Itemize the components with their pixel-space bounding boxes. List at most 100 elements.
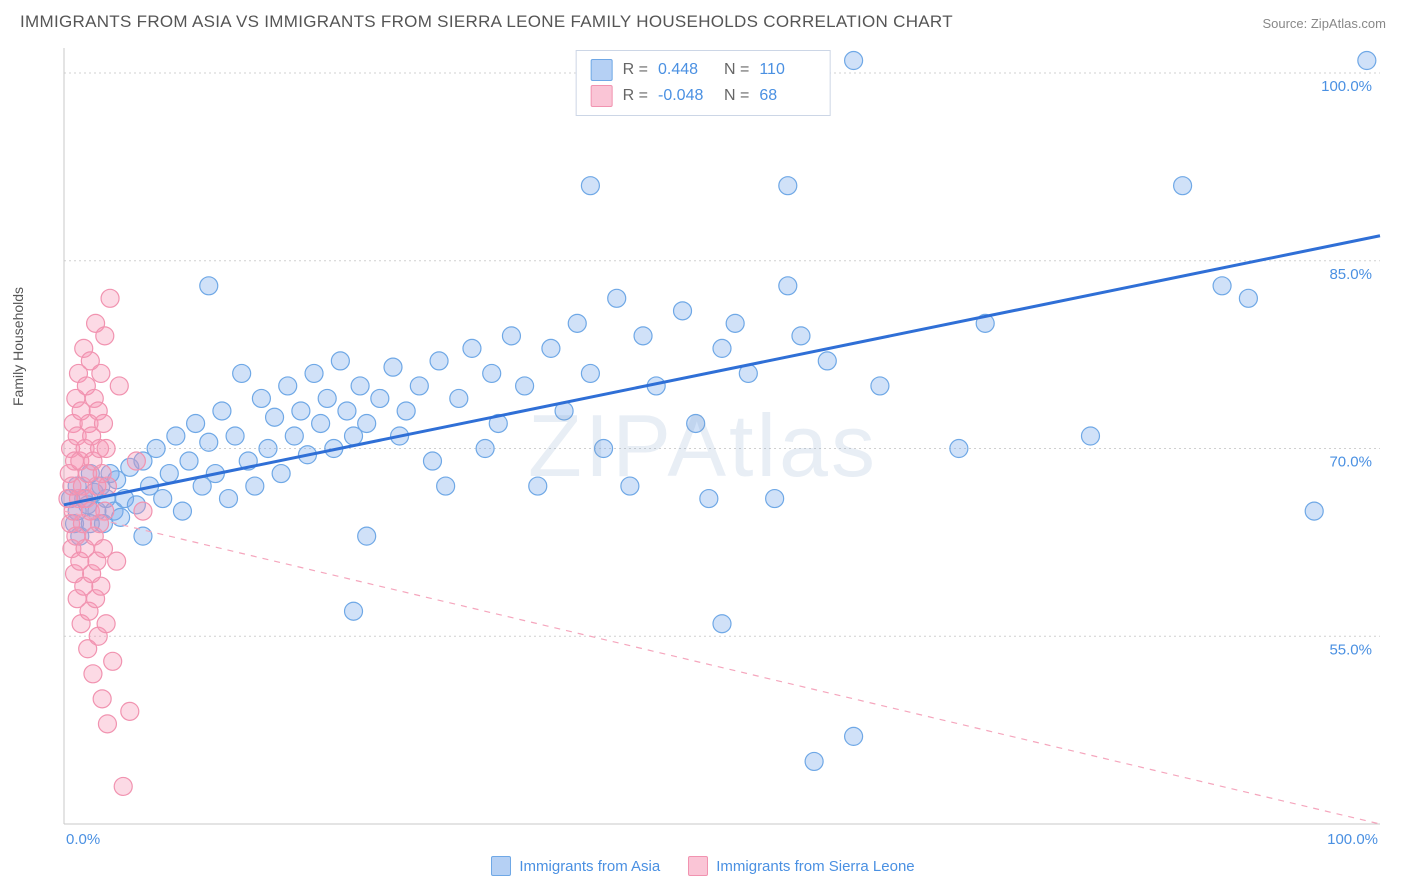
- y-axis-label: Family Households: [10, 287, 26, 406]
- scatter-point: [713, 339, 731, 357]
- scatter-point: [700, 490, 718, 508]
- scatter-point: [259, 440, 277, 458]
- scatter-point: [92, 364, 110, 382]
- scatter-point: [779, 277, 797, 295]
- scatter-point: [805, 752, 823, 770]
- scatter-point: [272, 465, 290, 483]
- svg-text:0.0%: 0.0%: [66, 831, 100, 848]
- scatter-point: [871, 377, 889, 395]
- scatter-point: [950, 440, 968, 458]
- scatter-point: [108, 552, 126, 570]
- scatter-point: [312, 414, 330, 432]
- scatter-point: [97, 440, 115, 458]
- scatter-point: [1174, 177, 1192, 195]
- scatter-point: [608, 289, 626, 307]
- scatter-point: [687, 414, 705, 432]
- legend-label: Immigrants from Asia: [519, 858, 660, 875]
- scatter-point: [98, 715, 116, 733]
- scatter-point: [104, 652, 122, 670]
- scatter-point: [1305, 502, 1323, 520]
- scatter-point: [345, 602, 363, 620]
- scatter-point: [338, 402, 356, 420]
- scatter-point: [292, 402, 310, 420]
- scatter-point: [766, 490, 784, 508]
- scatter-point: [818, 352, 836, 370]
- scatter-point: [279, 377, 297, 395]
- legend-item: Immigrants from Sierra Leone: [688, 856, 914, 876]
- scatter-point: [529, 477, 547, 495]
- regression-line: [64, 236, 1380, 505]
- scatter-point: [358, 527, 376, 545]
- scatter-chart: 55.0%70.0%85.0%100.0%0.0%100.0%: [50, 48, 1390, 848]
- scatter-point: [134, 527, 152, 545]
- scatter-point: [246, 477, 264, 495]
- scatter-point: [581, 177, 599, 195]
- scatter-point: [371, 389, 389, 407]
- scatter-point: [713, 615, 731, 633]
- scatter-point: [542, 339, 560, 357]
- scatter-point: [213, 402, 231, 420]
- scatter-point: [96, 327, 114, 345]
- scatter-point: [121, 702, 139, 720]
- scatter-point: [154, 490, 172, 508]
- correlation-stats-box: R =0.448N =110R =-0.048N =68: [576, 50, 831, 116]
- scatter-point: [845, 52, 863, 70]
- scatter-point: [483, 364, 501, 382]
- stats-swatch: [591, 85, 613, 107]
- scatter-point: [397, 402, 415, 420]
- scatter-point: [147, 440, 165, 458]
- scatter-point: [94, 414, 112, 432]
- scatter-point: [792, 327, 810, 345]
- scatter-point: [351, 377, 369, 395]
- scatter-point: [96, 502, 114, 520]
- scatter-point: [1081, 427, 1099, 445]
- scatter-point: [634, 327, 652, 345]
- scatter-point: [114, 777, 132, 795]
- stats-swatch: [591, 59, 613, 81]
- scatter-point: [502, 327, 520, 345]
- legend-label: Immigrants from Sierra Leone: [716, 858, 914, 875]
- scatter-point: [621, 477, 639, 495]
- scatter-point: [127, 452, 145, 470]
- stat-n-value: 110: [759, 61, 815, 79]
- scatter-point: [450, 389, 468, 407]
- scatter-point: [252, 389, 270, 407]
- scatter-point: [779, 177, 797, 195]
- scatter-point: [674, 302, 692, 320]
- scatter-point: [84, 665, 102, 683]
- scatter-point: [160, 465, 178, 483]
- scatter-point: [430, 352, 448, 370]
- scatter-point: [134, 502, 152, 520]
- scatter-point: [98, 477, 116, 495]
- scatter-point: [318, 389, 336, 407]
- stats-row: R =-0.048N =68: [591, 83, 816, 109]
- scatter-point: [423, 452, 441, 470]
- stat-n-value: 68: [759, 87, 815, 105]
- source-name: ZipAtlas.com: [1311, 16, 1386, 31]
- scatter-point: [187, 414, 205, 432]
- scatter-point: [93, 690, 111, 708]
- scatter-point: [200, 433, 218, 451]
- scatter-point: [726, 314, 744, 332]
- scatter-point: [358, 414, 376, 432]
- source-prefix: Source:: [1262, 16, 1310, 31]
- chart-area: 55.0%70.0%85.0%100.0%0.0%100.0%: [50, 48, 1390, 848]
- stat-r-value: 0.448: [658, 61, 714, 79]
- scatter-point: [101, 289, 119, 307]
- svg-text:85.0%: 85.0%: [1329, 266, 1372, 283]
- stat-n-label: N =: [724, 87, 749, 105]
- regression-line: [64, 511, 1380, 824]
- scatter-point: [92, 577, 110, 595]
- scatter-point: [305, 364, 323, 382]
- stats-row: R =0.448N =110: [591, 57, 816, 83]
- scatter-point: [331, 352, 349, 370]
- stat-r-label: R =: [623, 61, 648, 79]
- scatter-point: [384, 358, 402, 376]
- scatter-point: [1213, 277, 1231, 295]
- scatter-point: [581, 364, 599, 382]
- scatter-point: [167, 427, 185, 445]
- legend-bottom: Immigrants from Asia Immigrants from Sier…: [0, 856, 1406, 880]
- scatter-point: [266, 408, 284, 426]
- scatter-point: [1239, 289, 1257, 307]
- legend-item: Immigrants from Asia: [491, 856, 660, 876]
